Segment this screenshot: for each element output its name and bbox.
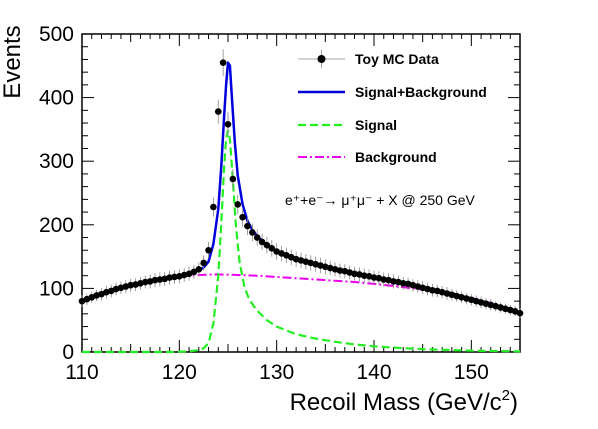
legend-symbol-marker (317, 55, 326, 63)
legend-label: Toy MC Data (355, 51, 439, 67)
data-point (244, 222, 251, 230)
data-point (127, 281, 134, 289)
data-point (219, 59, 227, 66)
data-point (195, 266, 203, 273)
x-tick-label: 110 (65, 361, 98, 384)
data-point (429, 287, 436, 294)
x-tick-label: 130 (259, 361, 294, 384)
data-point (380, 276, 388, 283)
data-point (258, 238, 266, 246)
data-point (370, 274, 378, 281)
y-tick-label: 0 (62, 341, 74, 364)
tick-labels: 110 120 130 140 150 0 100 200 300 400 500 (39, 23, 489, 384)
data-point (190, 268, 198, 276)
data-point (210, 203, 217, 211)
data-point (205, 246, 212, 254)
data-point (200, 259, 207, 267)
data-point (336, 267, 344, 274)
data-point (229, 175, 237, 183)
data-point (234, 201, 242, 208)
legend-label: Signal+Background (355, 84, 487, 100)
curve-signal-background (81, 61, 521, 314)
process-annotation: e⁺+e⁻→ μ⁺μ⁻ + X @ 250 GeV (285, 192, 476, 208)
data-point (224, 121, 232, 128)
data-point (166, 274, 173, 281)
x-axis-label-main: Recoil Mass (GeV/c (290, 389, 502, 416)
y-tick-label: 400 (39, 87, 74, 110)
data-point (141, 278, 149, 286)
data-point (360, 272, 368, 279)
legend-label: Background (355, 149, 437, 165)
y-axis-label: Events (0, 25, 26, 98)
data-point (516, 309, 524, 317)
curve-signal (82, 129, 521, 354)
data-points (78, 49, 524, 319)
data-point (390, 278, 397, 285)
data-point (263, 241, 271, 249)
x-tick-label: 150 (454, 361, 489, 384)
legend: Toy MC Data Signal+Background Signal Backgr… (298, 50, 487, 165)
x-axis-label-superscript: 2 (502, 387, 510, 404)
x-tick-label: 140 (356, 361, 391, 384)
data-point (399, 280, 407, 287)
y-tick-label: 200 (39, 214, 74, 237)
x-axis-label: Recoil Mass (GeV/c2) (290, 387, 518, 416)
y-tick-label: 500 (39, 23, 74, 46)
data-point (239, 213, 246, 221)
y-tick-label: 300 (39, 150, 74, 173)
data-point (249, 229, 256, 236)
data-point (351, 270, 358, 278)
plot-frame (81, 33, 521, 353)
y-tick-label: 100 (39, 277, 74, 300)
axis-ticks (81, 33, 521, 353)
x-axis-label-close: ) (510, 389, 518, 416)
data-point (151, 276, 159, 284)
data-point (253, 234, 261, 241)
data-point (268, 245, 276, 252)
data-point (214, 108, 222, 115)
x-tick-label: 120 (162, 361, 197, 384)
data-point (171, 273, 178, 281)
data-point (156, 276, 164, 283)
legend-label: Signal (355, 117, 397, 133)
